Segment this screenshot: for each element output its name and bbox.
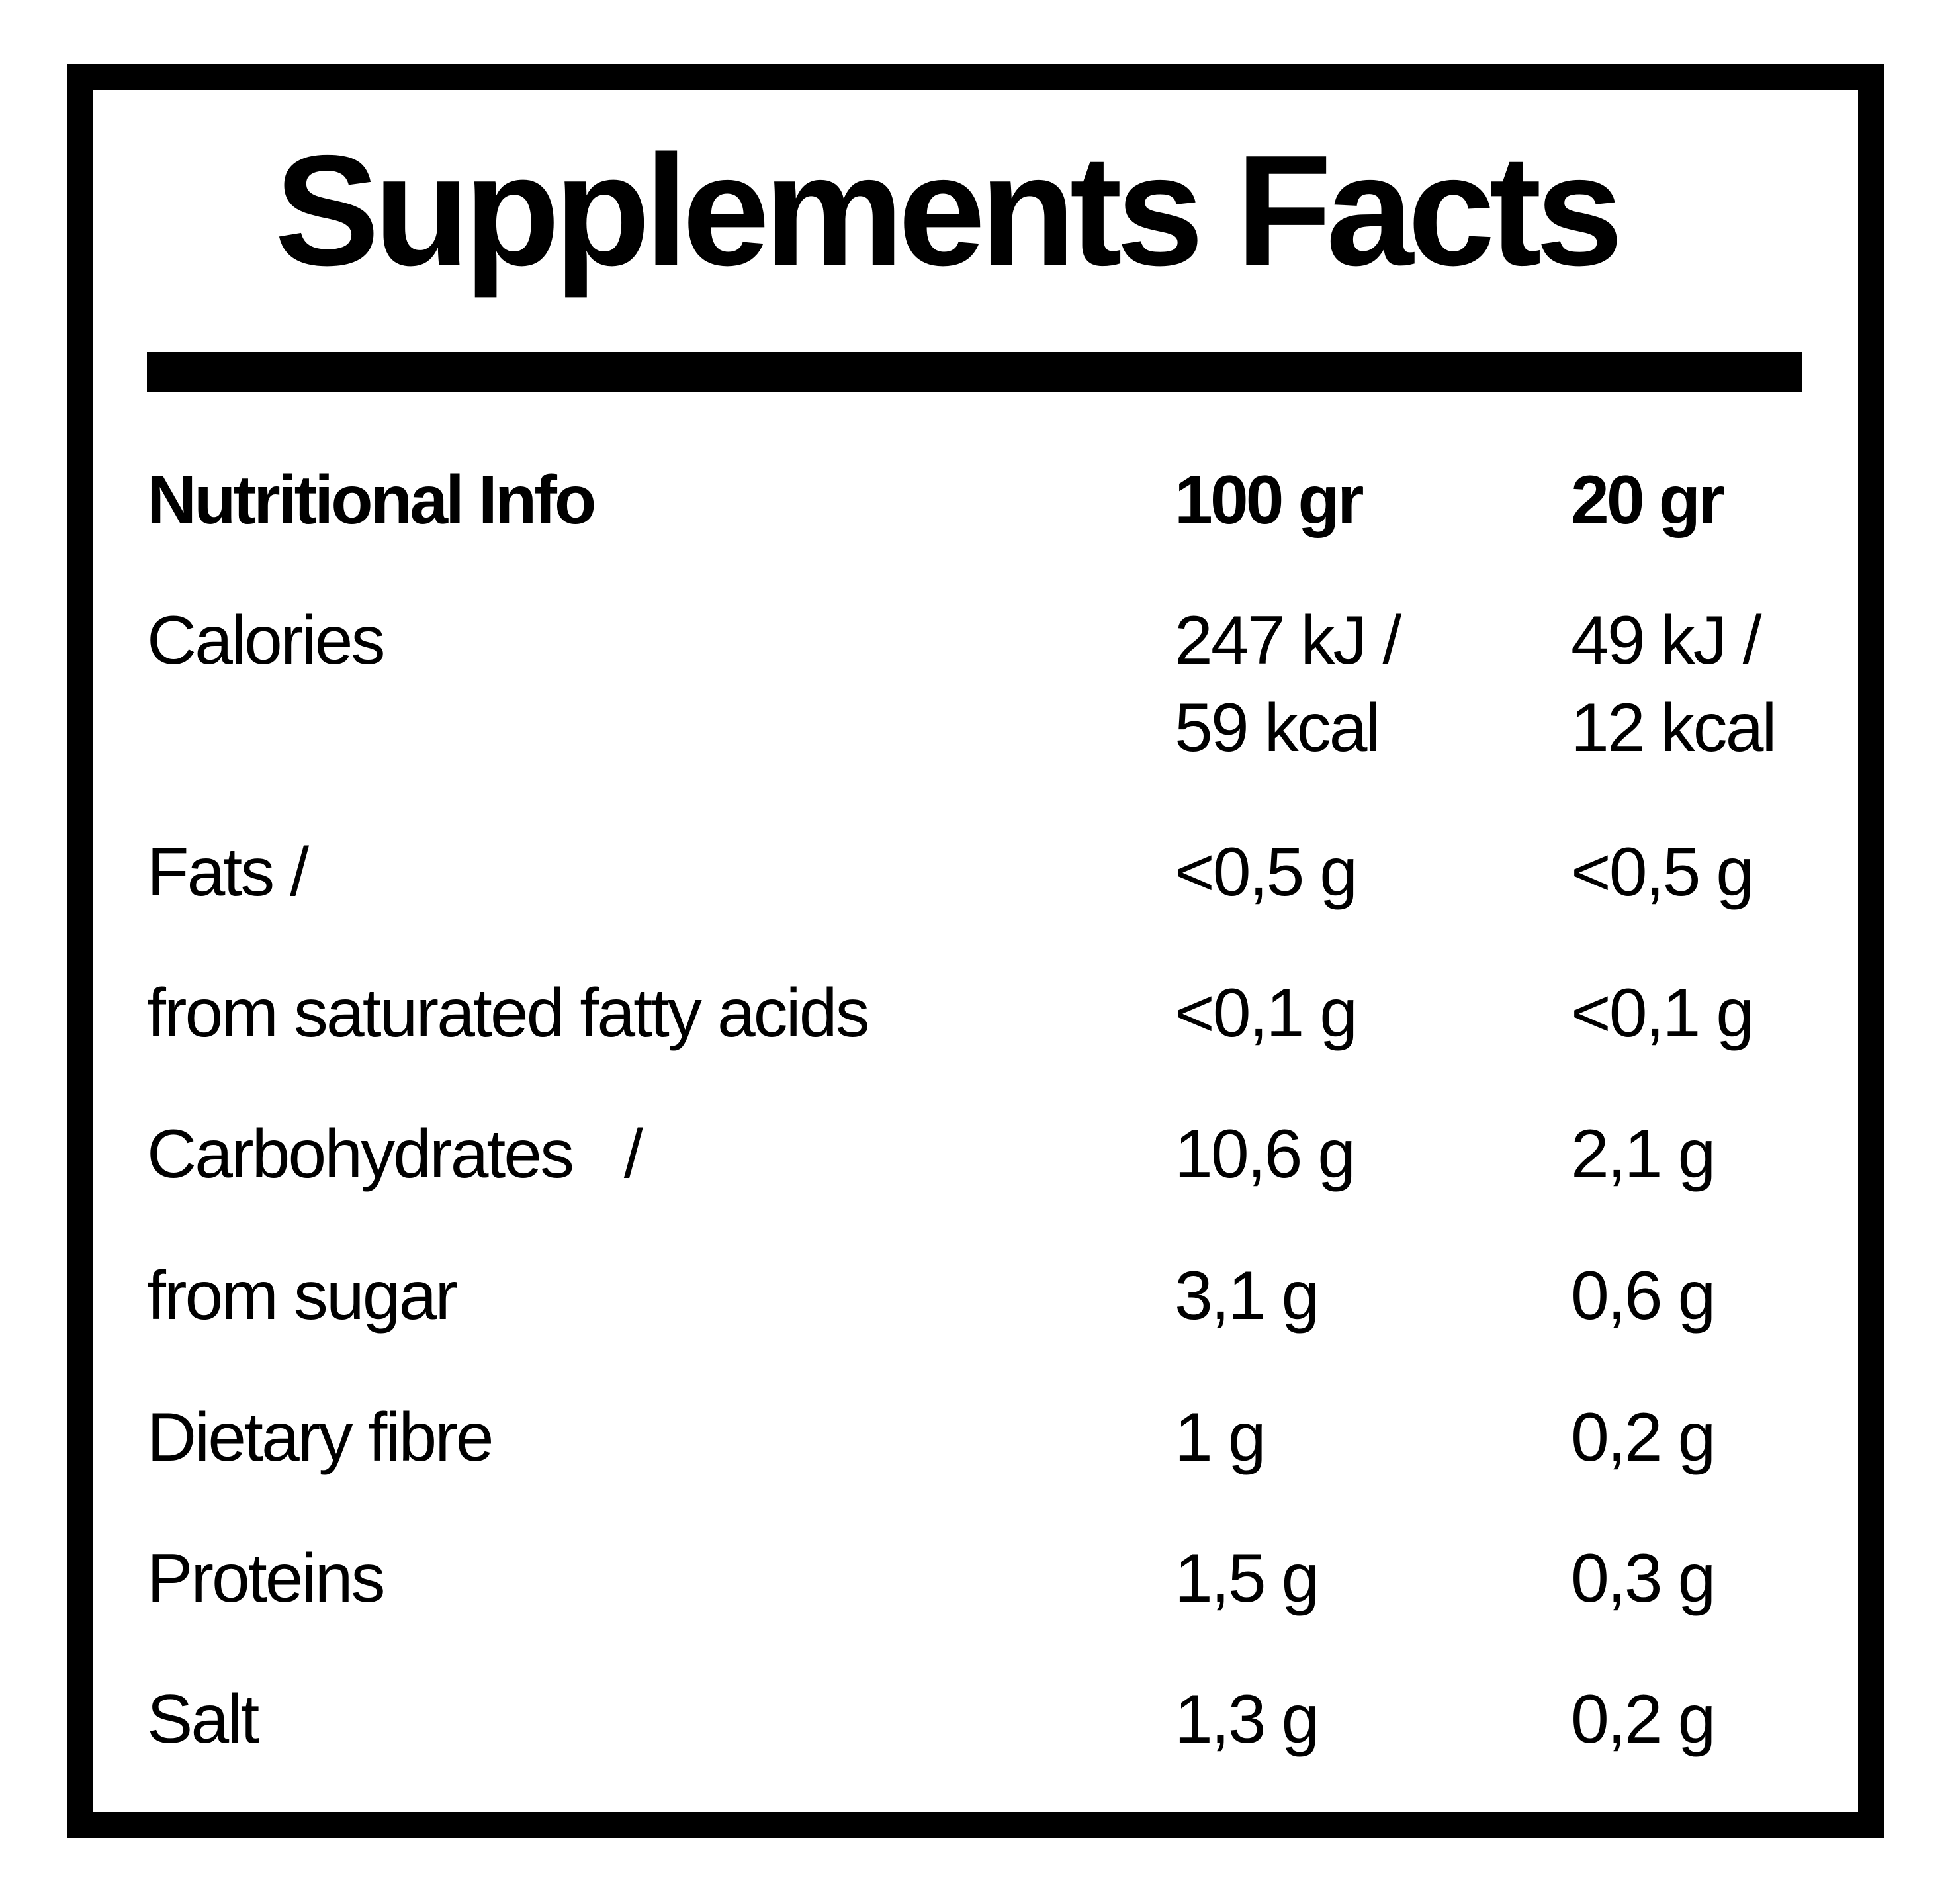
row-sugar-100gr: 3,1 g: [1174, 1257, 1319, 1334]
row-calories-20gr-kcal: 12 kcal: [1571, 690, 1777, 766]
row-fibre-20gr: 0,2 g: [1571, 1399, 1716, 1476]
row-salt-20gr: 0,2 g: [1571, 1681, 1716, 1758]
header-nutritional-info: Nutritional Info: [147, 462, 596, 539]
row-fats-label: Fats /: [147, 834, 309, 911]
label-title: Supplements Facts: [275, 123, 1623, 298]
row-proteins-label: Proteins: [147, 1540, 386, 1617]
row-fibre-100gr: 1 g: [1174, 1399, 1266, 1476]
row-salt-100gr: 1,3 g: [1174, 1681, 1319, 1758]
row-fibre-label: Dietary fibre: [147, 1399, 494, 1476]
row-saturated-100gr: <0,1 g: [1174, 975, 1358, 1052]
row-sugar-20gr: 0,6 g: [1571, 1257, 1716, 1334]
header-per-20gr: 20 gr: [1571, 462, 1725, 539]
row-calories-20gr-kj: 49 kJ /: [1571, 602, 1761, 679]
row-fats-20gr: <0,5 g: [1571, 834, 1754, 911]
row-carbohydrates-20gr: 2,1 g: [1571, 1116, 1716, 1193]
row-salt-label: Salt: [147, 1681, 259, 1758]
row-saturated-20gr: <0,1 g: [1571, 975, 1754, 1052]
row-carbohydrates-label: Carbohydrates /: [147, 1116, 643, 1193]
row-calories-100gr-kcal: 59 kcal: [1174, 690, 1381, 766]
row-sugar-label: from sugar: [147, 1257, 458, 1334]
row-calories-100gr-kj: 247 kJ /: [1174, 602, 1401, 679]
title-divider: [147, 352, 1802, 392]
row-fats-100gr: <0,5 g: [1174, 834, 1358, 911]
row-saturated-label: from saturated fatty acids: [147, 975, 870, 1052]
row-proteins-20gr: 0,3 g: [1571, 1540, 1716, 1617]
row-calories-label: Calories: [147, 602, 385, 679]
row-carbohydrates-100gr: 10,6 g: [1174, 1116, 1356, 1193]
header-per-100gr: 100 gr: [1174, 462, 1364, 539]
row-proteins-100gr: 1,5 g: [1174, 1540, 1319, 1617]
